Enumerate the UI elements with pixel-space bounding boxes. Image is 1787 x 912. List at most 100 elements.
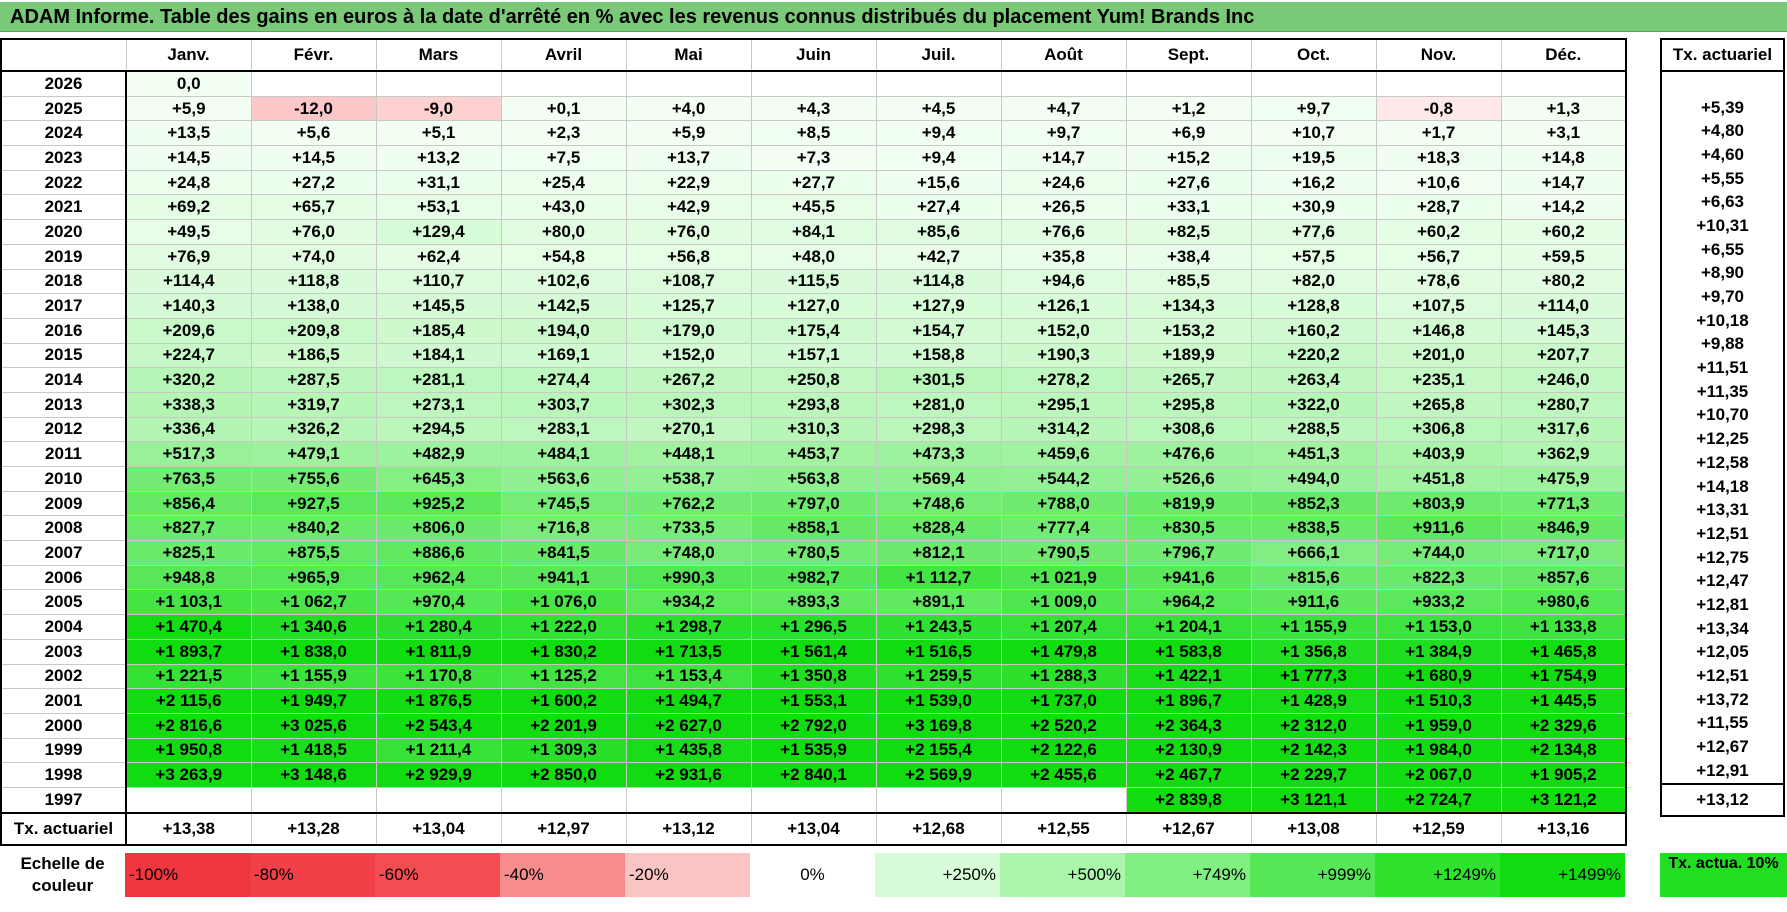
gain-cell: +3 263,9 <box>125 762 252 788</box>
footer-rate-cell: +13,04 <box>375 811 502 846</box>
gain-cell: +1 539,0 <box>875 688 1002 714</box>
gain-cell: +748,6 <box>875 490 1002 517</box>
gain-cell: +796,7 <box>1125 540 1252 566</box>
gain-cell: +246,0 <box>1500 367 1627 393</box>
footer-rate-cell: +12,55 <box>1000 811 1127 846</box>
gain-cell: +2 130,9 <box>1125 737 1252 764</box>
color-scale-swatch: +999% <box>1250 853 1375 897</box>
gain-cell: +265,7 <box>1125 367 1252 393</box>
gain-cell: +1 737,0 <box>1000 688 1127 714</box>
year-label: 1998 <box>0 762 127 788</box>
gain-cell: +1 207,4 <box>1000 614 1127 640</box>
gain-cell: +980,6 <box>1500 589 1627 616</box>
gain-cell: +59,5 <box>1500 243 1627 270</box>
gain-cell: +74,0 <box>250 243 377 270</box>
table-row: 2018 +114,4 +118,8 +110,7 +102,6 +108,7 +115,5… <box>0 268 1627 295</box>
gain-cell: +1 296,5 <box>750 614 877 640</box>
actuarial-rate-cell: +4,80 <box>1700 121 1744 141</box>
footer-rate-cell: +12,59 <box>1375 811 1502 846</box>
gain-cell: +846,9 <box>1500 515 1627 542</box>
actuarial-rate-cell: +9,70 <box>1700 287 1744 307</box>
year-label: 2010 <box>0 466 127 492</box>
gain-cell: +270,1 <box>625 416 752 443</box>
gain-cell: +5,9 <box>125 95 252 122</box>
month-header: Déc. <box>1500 38 1627 72</box>
gain-cell <box>250 786 377 814</box>
table-row: 2008 +827,7 +840,2 +806,0 +716,8 +733,5 +858,1… <box>0 515 1627 542</box>
gain-cell: +526,6 <box>1125 466 1252 492</box>
gain-cell: +57,5 <box>1250 243 1377 270</box>
table-row: 2024 +13,5 +5,6 +5,1 +2,3 +5,9 +8,5 +9,4 +9,7 +6,… <box>0 120 1627 147</box>
gain-cell: +42,7 <box>875 243 1002 270</box>
gain-cell: +6,9 <box>1125 120 1252 147</box>
gain-cell: +9,4 <box>875 145 1002 171</box>
gain-cell: +19,5 <box>1250 145 1377 171</box>
gain-cell: +302,3 <box>625 391 752 418</box>
actuarial-rate-cell: +9,88 <box>1700 334 1744 354</box>
year-label: 2002 <box>0 663 127 690</box>
gain-cell: +482,9 <box>375 441 502 467</box>
footer-rate-cell: +13,16 <box>1500 811 1627 846</box>
gain-cell <box>625 70 752 97</box>
gain-cell: +1 298,7 <box>625 614 752 640</box>
gain-cell: +852,3 <box>1250 490 1377 517</box>
gain-cell: +76,0 <box>250 219 377 245</box>
gain-cell: +777,4 <box>1000 515 1127 542</box>
gain-cell: +24,6 <box>1000 169 1127 196</box>
gain-cell: +336,4 <box>125 416 252 443</box>
gain-cell: +2 520,2 <box>1000 712 1127 739</box>
actuarial-rate-cell: +12,91 <box>1696 760 1749 780</box>
gain-cell: +13,7 <box>625 145 752 171</box>
gain-cell: +563,8 <box>750 466 877 492</box>
gain-cell: +891,1 <box>875 589 1002 616</box>
gain-cell: +2 724,7 <box>1375 786 1502 814</box>
gain-cell: +1 959,0 <box>1375 712 1502 739</box>
gain-cell: +788,0 <box>1000 490 1127 517</box>
gain-cell: +941,1 <box>500 564 627 591</box>
gain-cell: +2 134,8 <box>1500 737 1627 764</box>
gain-cell: +157,1 <box>750 342 877 369</box>
gain-cell: +194,0 <box>500 317 627 344</box>
gain-cell: +129,4 <box>375 219 502 245</box>
gain-cell: +301,5 <box>875 367 1002 393</box>
gain-cell: +169,1 <box>500 342 627 369</box>
year-label: 2025 <box>0 95 127 122</box>
gain-cell: +1 211,4 <box>375 737 502 764</box>
gain-cell: +0,1 <box>500 95 627 122</box>
actuarial-rate-cell: +12,47 <box>1696 571 1749 591</box>
table-row: 1999 +1 950,8 +1 418,5 +1 211,4 +1 309,3 +1 4… <box>0 737 1627 764</box>
table-row: 2015 +224,7 +186,5 +184,1 +169,1 +152,0 +157,1… <box>0 342 1627 369</box>
gain-cell: +185,4 <box>375 317 502 344</box>
table-row: 2026 0,0 <box>0 70 1627 97</box>
gain-cell: +189,9 <box>1125 342 1252 369</box>
gain-cell: +941,6 <box>1125 564 1252 591</box>
gain-cell <box>1375 70 1502 97</box>
gain-cell: +2 122,6 <box>1000 737 1127 764</box>
gain-cell: +28,7 <box>1375 194 1502 221</box>
gain-cell: +84,1 <box>750 219 877 245</box>
gain-cell: +2 115,6 <box>125 688 252 714</box>
gain-cell: +2 840,1 <box>750 762 877 788</box>
actuarial-rate-cell: +13,31 <box>1696 500 1749 520</box>
gain-cell: +281,0 <box>875 391 1002 418</box>
gain-cell <box>875 786 1002 814</box>
year-label: 2004 <box>0 614 127 640</box>
gain-cell: +1 155,9 <box>250 663 377 690</box>
actuarial-rate-cell: +5,55 <box>1700 168 1744 188</box>
gain-cell: +494,0 <box>1250 466 1377 492</box>
gain-cell: +1 830,2 <box>500 638 627 665</box>
gain-cell: +1 170,8 <box>375 663 502 690</box>
gain-cell: +1 583,8 <box>1125 638 1252 665</box>
gain-cell: +1 309,3 <box>500 737 627 764</box>
table-row: 2003 +1 893,7 +1 838,0 +1 811,9 +1 830,2 +1 7… <box>0 638 1627 665</box>
gain-cell: +53,1 <box>375 194 502 221</box>
year-label: 2000 <box>0 712 127 739</box>
gain-cell: +14,8 <box>1500 145 1627 171</box>
gain-cell: +1 340,6 <box>250 614 377 640</box>
gain-cell: +1 435,8 <box>625 737 752 764</box>
gain-cell: +1 600,2 <box>500 688 627 714</box>
gain-cell <box>500 70 627 97</box>
gain-cell: +128,8 <box>1250 293 1377 319</box>
gain-cell: +964,2 <box>1125 589 1252 616</box>
gain-cell: +748,0 <box>625 540 752 566</box>
